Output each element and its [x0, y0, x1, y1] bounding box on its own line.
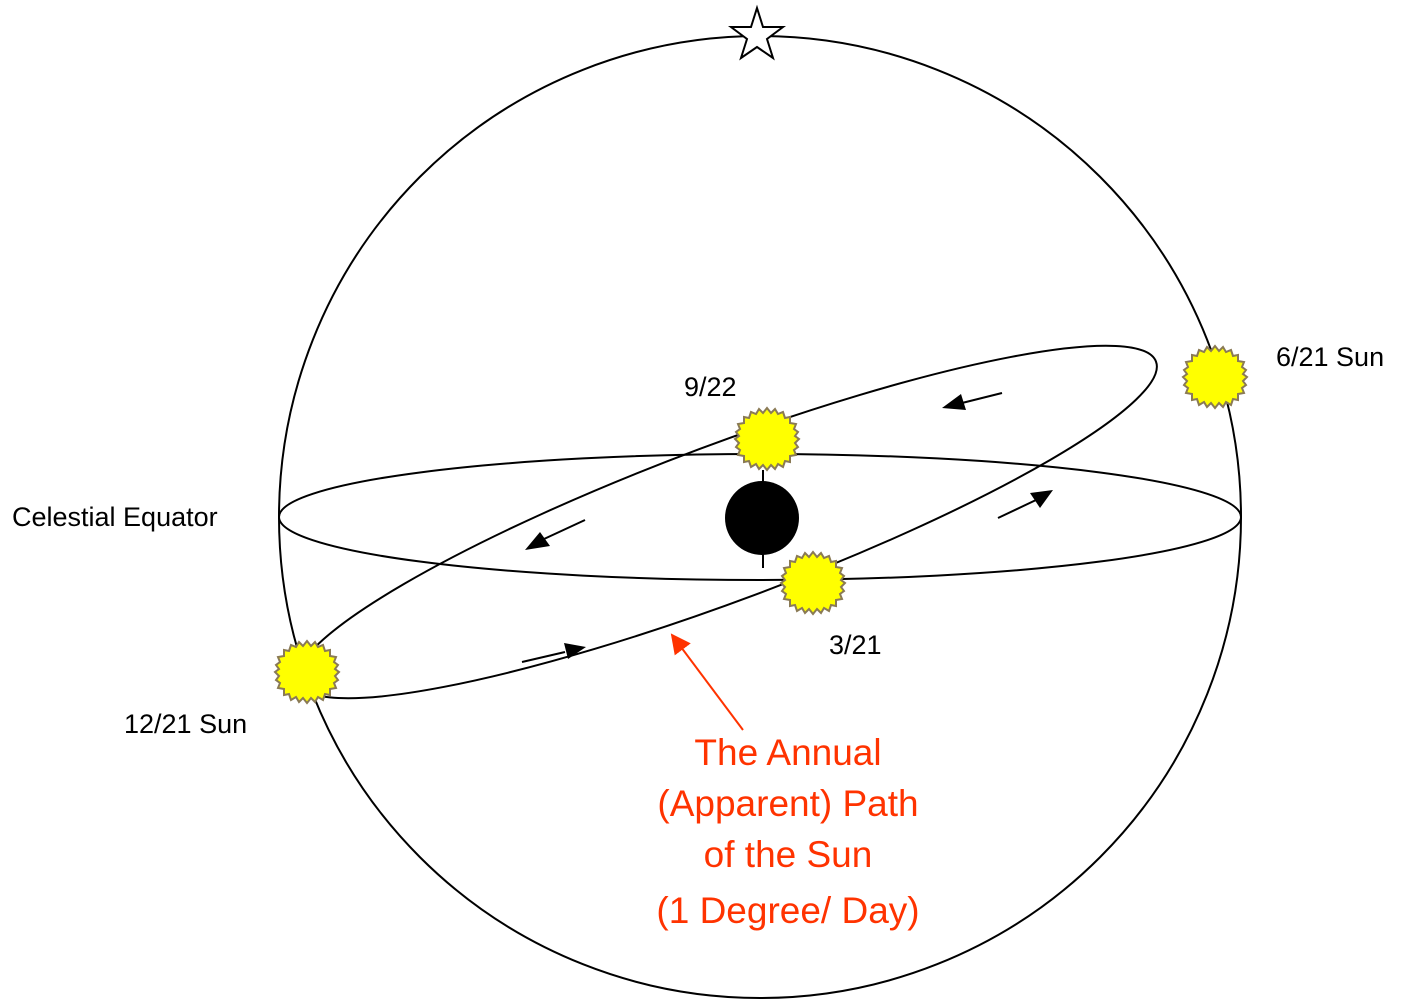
annotation-line-2: (Apparent) Path	[657, 783, 919, 824]
sun-icon	[780, 551, 846, 615]
label-sun-jun21: 6/21 Sun	[1276, 342, 1385, 372]
direction-arrow-left	[525, 519, 586, 550]
annotation-line-3: of the Sun	[703, 834, 873, 875]
annotation-line-1: The Annual	[694, 732, 882, 773]
label-sun-sep22: 9/22	[684, 372, 737, 402]
direction-arrow-top	[942, 392, 1003, 410]
sun-icon	[1182, 345, 1248, 409]
label-celestial-equator: Celestial Equator	[12, 502, 218, 532]
annotation-pointer-arrow	[670, 633, 744, 731]
earth-icon	[725, 470, 799, 568]
annotation-line-4: (1 Degree/ Day)	[656, 890, 920, 931]
sun-icon	[274, 640, 340, 704]
direction-arrow-right	[997, 490, 1053, 519]
label-sun-dec21: 12/21 Sun	[124, 709, 248, 739]
direction-arrow-bottom	[521, 643, 586, 663]
star-icon	[728, 4, 786, 61]
sun-icon	[734, 407, 800, 471]
label-sun-mar21: 3/21	[829, 630, 882, 660]
